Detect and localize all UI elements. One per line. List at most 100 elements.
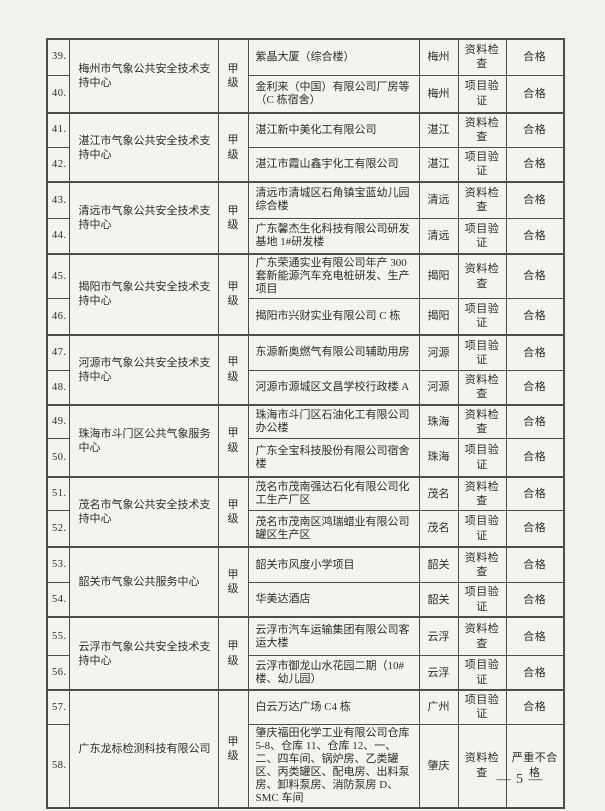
table-row: 50. 广东全宝科技股份有限公司宿舍楼 珠海 项目验证 合格 [46, 438, 565, 478]
org-name-cell: 茂名市气象公共安全技术支持中心 [68, 475, 219, 548]
result-cell: 严重不合格 [505, 723, 565, 809]
city-cell: 清远 [418, 181, 459, 219]
check-type-cell: 项目验证 [457, 74, 507, 114]
row-number-cell: 42. [46, 146, 70, 183]
project-name-cell: 韶关市风度小学项目 [247, 545, 420, 584]
org-name-cell: 河源市气象公共安全技术支持中心 [68, 333, 219, 406]
grade-cell: 甲级 [217, 38, 249, 114]
table-row: 55. 云浮市气象公共安全技术支持中心 甲级 云浮市汽车运输集团有限公司客运大楼 云浮资… [46, 615, 565, 691]
grade-cell: 甲级 [217, 253, 249, 336]
city-cell: 梅州 [418, 74, 459, 114]
row-number-cell: 44. [46, 217, 70, 255]
row-number-cell: 52. [46, 510, 70, 548]
project-name-cell: 东源新奥燃气有限公司辅助用房 [247, 333, 420, 372]
org-name-cell: 广东龙标检测科技有限公司 [68, 689, 219, 809]
page-number: — 5 — [496, 772, 544, 787]
grade-cell: 甲级 [217, 111, 249, 183]
result-cell: 合格 [505, 370, 565, 406]
check-type-cell: 项目验证 [457, 217, 507, 255]
city-cell: 广州 [418, 689, 459, 725]
result-cell: 合格 [505, 111, 565, 148]
city-cell: 河源 [418, 370, 459, 406]
project-name-cell: 云浮市御龙山水花园二期（10#楼、幼儿园） [247, 655, 420, 691]
result-cell: 合格 [505, 253, 565, 300]
project-name-cell: 茂名市茂南区鸿瑞蜡业有限公司罐区生产区 [247, 510, 420, 548]
org-name-cell: 梅州市气象公共安全技术支持中心 [68, 38, 219, 114]
grade-cell: 甲级 [217, 403, 249, 478]
row-number-cell: 40. [46, 74, 70, 114]
row-number-cell: 45. [46, 253, 70, 300]
city-cell: 河源 [418, 333, 459, 372]
result-cell: 合格 [505, 510, 565, 548]
city-cell: 揭阳 [418, 298, 459, 336]
table-row: 43. 清远市气象公共安全技术支持中心 甲级 清远市清城区石角镇宝蓝幼儿园综合楼 清远资… [46, 181, 565, 255]
check-type-cell: 资料检查 [457, 111, 507, 148]
city-cell: 韶关 [418, 582, 459, 618]
project-name-cell: 广东荣通实业有限公司年产 300 套新能源汽车充电桩研发、生产项目 [247, 253, 420, 300]
project-name-cell: 白云万达广场 C4 栋 [247, 689, 420, 725]
check-type-cell: 项目验证 [457, 655, 507, 691]
city-cell: 云浮 [418, 655, 459, 691]
project-name-cell: 茂名市茂南强达石化有限公司化工生产厂区 [247, 475, 420, 512]
project-name-cell: 华美达酒店 [247, 582, 420, 618]
row-number-cell: 55. [46, 615, 70, 657]
project-name-cell: 湛江新中美化工有限公司 [247, 111, 420, 148]
check-type-cell: 资料检查 [457, 181, 507, 219]
check-type-cell: 项目验证 [457, 510, 507, 548]
project-name-cell: 珠海市斗门区石油化工有限公司办公楼 [247, 403, 420, 440]
city-cell: 肇庆 [418, 723, 459, 809]
org-name-cell: 揭阳市气象公共安全技术支持中心 [68, 253, 219, 336]
row-number-cell: 47. [46, 333, 70, 372]
table-row: 49. 珠海市斗门区公共气象服务中心 甲级 珠海市斗门区石油化工有限公司办公楼 珠海 资料… [46, 403, 565, 478]
row-number-cell: 50. [46, 438, 70, 478]
check-type-cell: 资料检查 [457, 475, 507, 512]
row-number-cell: 51. [46, 475, 70, 512]
table-row: 58. 肇庆福田化学工业有限公司仓库 5-8、仓库 11、仓库 12、一、二、四车… [46, 723, 565, 809]
grade-cell: 甲级 [217, 181, 249, 255]
city-cell: 珠海 [418, 438, 459, 478]
row-number-cell: 48. [46, 370, 70, 406]
row-number-cell: 53. [46, 545, 70, 584]
city-cell: 揭阳 [418, 253, 459, 300]
check-type-cell: 资料检查 [457, 723, 507, 809]
project-name-cell: 湛江市霞山鑫宇化工有限公司 [247, 146, 420, 183]
grade-cell: 甲级 [217, 689, 249, 809]
result-cell: 合格 [505, 582, 565, 618]
table-row: 41. 湛江市气象公共安全技术支持中心 甲级 湛江新中美化工有限公司 湛江 资料检查 合格 [46, 111, 565, 183]
row-number-cell: 41. [46, 111, 70, 148]
result-cell: 合格 [505, 146, 565, 183]
result-cell: 合格 [505, 74, 565, 114]
result-cell: 合格 [505, 298, 565, 336]
city-cell: 梅州 [418, 38, 459, 76]
table-row: 39. 梅州市气象公共安全技术支持中心 甲级 紫晶大厦（综合楼） 梅州 资料检查 合格 [46, 38, 565, 114]
project-name-cell: 广东馨杰生化科技有限公司研发基地 1#研发楼 [247, 217, 420, 255]
row-number-cell: 39. [46, 38, 70, 76]
result-cell: 合格 [505, 689, 565, 725]
result-cell: 合格 [505, 181, 565, 219]
result-cell: 合格 [505, 333, 565, 372]
check-type-cell: 资料检查 [457, 403, 507, 440]
org-name-cell: 清远市气象公共安全技术支持中心 [68, 181, 219, 255]
table-row: 56. 云浮市御龙山水花园二期（10#楼、幼儿园） 云浮 项目验证 合格 [46, 655, 565, 691]
project-name-cell: 揭阳市兴财实业有限公司 C 栋 [247, 298, 420, 336]
check-type-cell: 项目验证 [457, 689, 507, 725]
project-name-cell: 广东全宝科技股份有限公司宿舍楼 [247, 438, 420, 478]
org-name-cell: 韶关市气象公共服务中心 [68, 545, 219, 618]
city-cell: 茂名 [418, 510, 459, 548]
city-cell: 珠海 [418, 403, 459, 440]
check-type-cell: 资料检查 [457, 370, 507, 406]
project-name-cell: 紫晶大厦（综合楼） [247, 38, 420, 76]
table-row: 54. 华美达酒店 韶关 项目验证 合格 [46, 582, 565, 618]
org-name-cell: 湛江市气象公共安全技术支持中心 [68, 111, 219, 183]
table-row: 52. 茂名市茂南区鸿瑞蜡业有限公司罐区生产区 茂名 项目验证 合格 [46, 510, 565, 548]
city-cell: 湛江 [418, 111, 459, 148]
check-type-cell: 资料检查 [457, 615, 507, 657]
result-cell: 合格 [505, 217, 565, 255]
table-row: 53. 韶关市气象公共服务中心 甲级 韶关市风度小学项目 韶关 资料检查 合格 [46, 545, 565, 618]
city-cell: 云浮 [418, 615, 459, 657]
org-name-cell: 珠海市斗门区公共气象服务中心 [68, 403, 219, 478]
grade-cell: 甲级 [217, 615, 249, 691]
check-type-cell: 项目验证 [457, 582, 507, 618]
org-name-cell: 云浮市气象公共安全技术支持中心 [68, 615, 219, 691]
table-row: 45. 揭阳市气象公共安全技术支持中心 甲级 广东荣通实业有限公司年产 300 套新能… [46, 253, 565, 336]
